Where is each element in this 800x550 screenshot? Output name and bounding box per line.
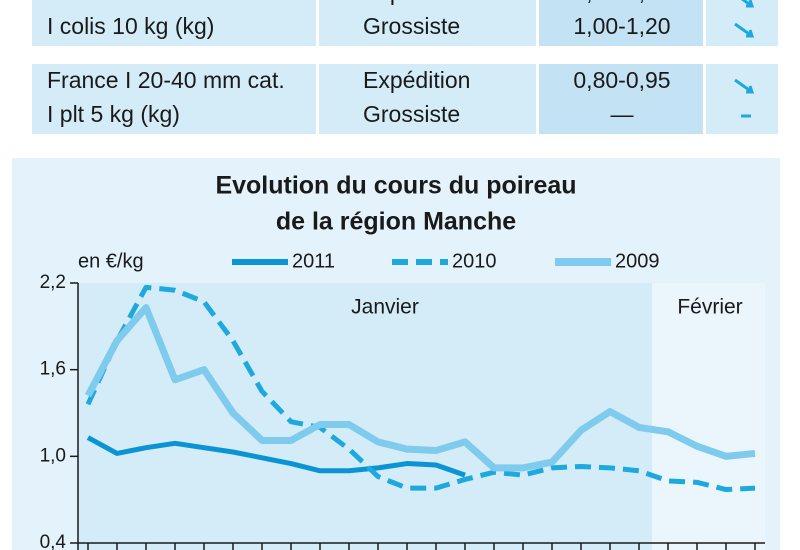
- table-cell-text: Expédition: [363, 67, 470, 93]
- cell: [319, 0, 536, 46]
- y-tick-label: 1,6: [40, 359, 66, 380]
- table-cell-text: Expédition: [363, 0, 470, 5]
- cell: [706, 64, 778, 134]
- january-zone: [78, 283, 652, 550]
- arrow-icon: [734, 78, 755, 94]
- series-line: [86, 435, 466, 478]
- month-label: Janvier: [351, 296, 419, 319]
- trend-icons: [734, 0, 755, 118]
- series-line: [85, 284, 756, 493]
- legend-label: 2009: [615, 250, 660, 272]
- cell: [706, 0, 778, 46]
- table-cell-text: 0,80-0,95: [573, 67, 670, 93]
- cell: [539, 64, 703, 134]
- month-label: Février: [677, 296, 742, 319]
- cell: [32, 0, 316, 46]
- cell: [319, 64, 536, 134]
- table-cell-text: 1,00-1,20: [573, 13, 670, 39]
- table-cell-text: I plt 5 kg (kg): [47, 101, 180, 127]
- table-cell-text: 0,70-0,90: [573, 0, 670, 5]
- chart-title: Evolution du cours du poireau: [215, 172, 576, 200]
- chart-title: de la région Manche: [276, 208, 516, 236]
- table-cell-text: Grossiste: [363, 101, 460, 127]
- table-cell-text: France I 20-40 mm cat.: [47, 0, 285, 5]
- legend-label: 2010: [452, 250, 497, 272]
- table-cell-text: —: [611, 101, 634, 127]
- cell: [539, 0, 703, 46]
- legend-label: 2011: [292, 250, 335, 272]
- y-tick-label: 2,2: [40, 272, 66, 293]
- table-cell-text: I colis 10 kg (kg): [47, 13, 214, 39]
- cell: [32, 64, 316, 134]
- series-line: [84, 304, 756, 472]
- y-tick-label: 1,0: [40, 445, 66, 466]
- february-zone: [652, 283, 765, 550]
- arrow-icon: [734, 22, 755, 38]
- table-cell-text: Grossiste: [363, 13, 460, 39]
- y-axis-label: en €/kg: [78, 250, 144, 272]
- y-tick-label: 0,4: [40, 532, 67, 550]
- table-cell-text: France I 20-40 mm cat.: [47, 67, 285, 93]
- arrow-icon: [740, 0, 755, 8]
- table: [32, 0, 778, 134]
